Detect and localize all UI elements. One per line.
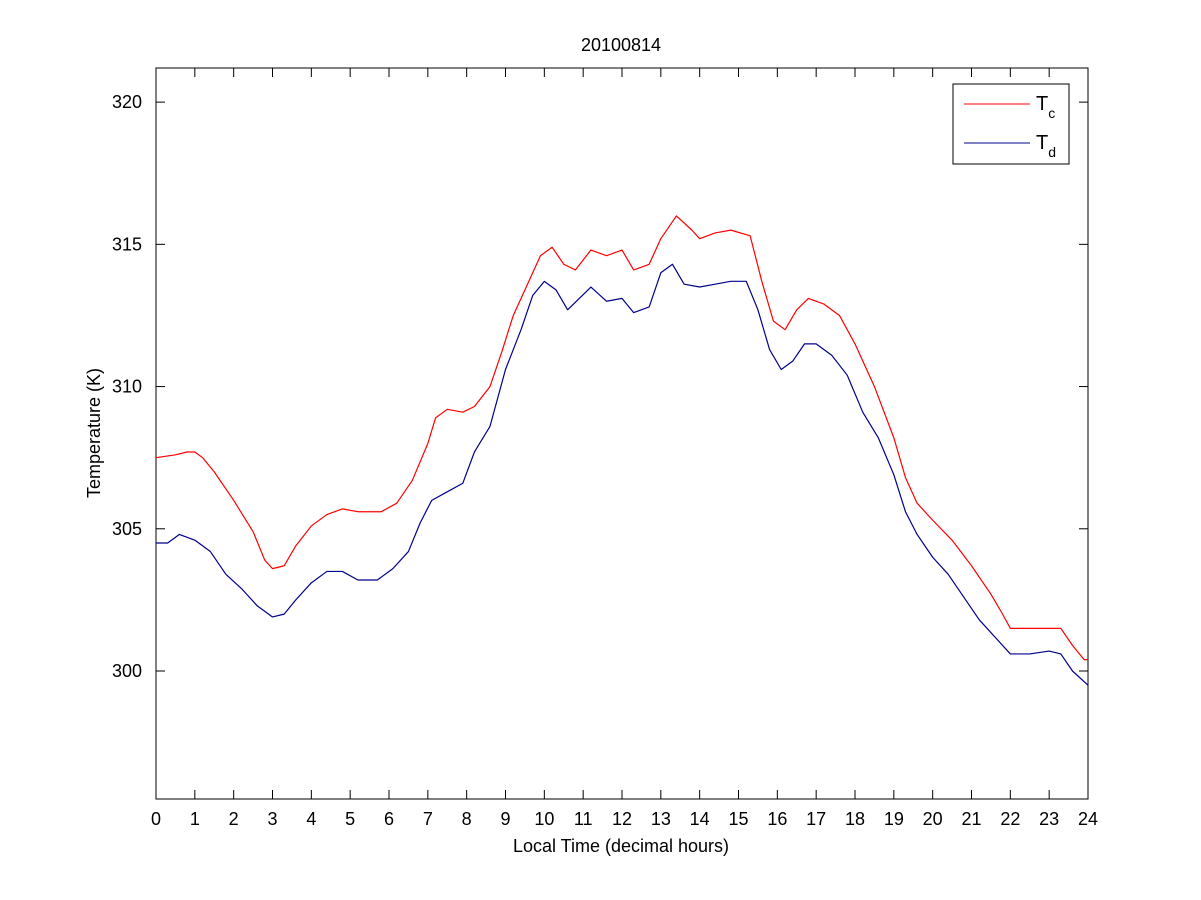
x-tick-label: 14 xyxy=(690,809,710,829)
x-tick-label: 17 xyxy=(806,809,826,829)
legend-box xyxy=(952,83,1070,165)
x-tick-label: 11 xyxy=(574,809,593,829)
y-tick-label: 305 xyxy=(112,519,142,539)
x-tick-label: 20 xyxy=(923,809,943,829)
y-tick-label: 315 xyxy=(112,234,142,254)
x-tick-label: 19 xyxy=(884,809,904,829)
legend-label-tc-main: T xyxy=(1036,93,1048,115)
x-tick-label: 6 xyxy=(384,809,394,829)
plot-area xyxy=(155,67,1089,800)
x-axis-label: Local Time (decimal hours) xyxy=(513,836,729,856)
x-tick-label: 3 xyxy=(267,809,277,829)
x-tick-label: 9 xyxy=(500,809,510,829)
legend-label-tc-sub: c xyxy=(1048,105,1055,121)
series-line-td xyxy=(156,263,1089,686)
x-tick-label: 18 xyxy=(845,809,865,829)
x-tick-label: 5 xyxy=(345,809,355,829)
x-tick-label: 7 xyxy=(423,809,433,829)
legend: Tc Td xyxy=(952,83,1070,165)
y-tick-label: 310 xyxy=(112,377,142,397)
y-tick-labels: 300 305 310 315 320 xyxy=(112,92,142,681)
x-tick-label: 24 xyxy=(1078,809,1098,829)
y-axis-label: Temperature (K) xyxy=(84,368,104,498)
x-tick-label: 1 xyxy=(190,809,200,829)
legend-label-td-sub: d xyxy=(1048,144,1056,160)
ticks-layer xyxy=(155,68,1089,799)
x-tick-label: 15 xyxy=(728,809,748,829)
x-tick-label: 16 xyxy=(767,809,787,829)
legend-label-td-main: T xyxy=(1036,132,1048,154)
x-tick-label: 22 xyxy=(1000,809,1020,829)
legend-label-td: Td xyxy=(1036,132,1056,160)
x-tick-label: 13 xyxy=(651,809,671,829)
legend-label-tc: Tc xyxy=(1036,93,1055,121)
x-tick-label: 12 xyxy=(612,809,632,829)
y-tick-label: 320 xyxy=(112,92,142,112)
series-layer xyxy=(155,215,1089,686)
x-tick-label: 21 xyxy=(961,809,981,829)
x-tick-label: 8 xyxy=(462,809,472,829)
chart-title: 20100814 xyxy=(581,35,661,55)
x-tick-labels: 0 1 2 3 4 5 6 7 8 9 10 11 12 13 14 15 16 17 18 19 20 21 22 23 24 xyxy=(151,809,1098,829)
series-line-tc xyxy=(155,215,1088,661)
y-tick-label: 300 xyxy=(112,661,142,681)
x-tick-label: 4 xyxy=(306,809,316,829)
x-tick-label: 0 xyxy=(151,809,161,829)
x-tick-label: 2 xyxy=(229,809,239,829)
x-tick-label: 10 xyxy=(534,809,554,829)
x-tick-label: 23 xyxy=(1039,809,1059,829)
